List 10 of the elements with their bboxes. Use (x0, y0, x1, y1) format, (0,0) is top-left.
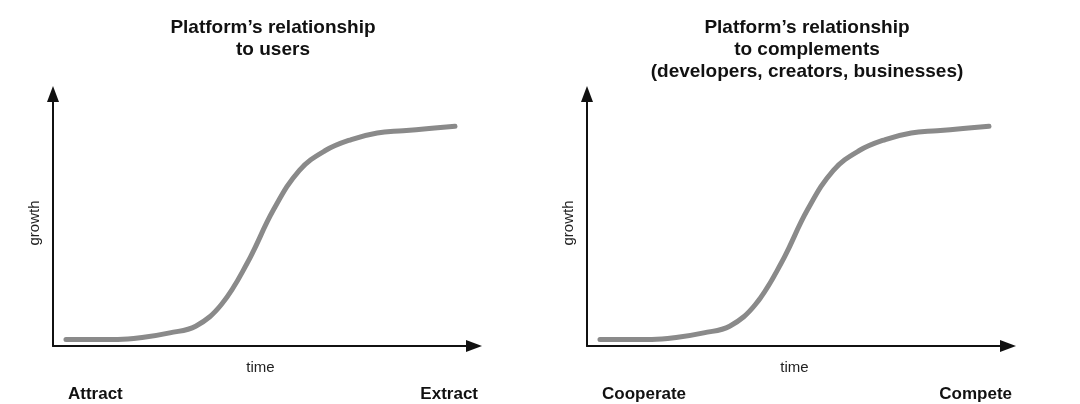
text: Extract (420, 384, 479, 403)
x-axis-title: time (780, 357, 809, 375)
y-axis-title: growth (25, 200, 42, 246)
y-axis-title: growth (559, 200, 576, 246)
text: Attract (68, 384, 124, 403)
text: Cooperate (602, 384, 687, 403)
chart-title: Platform’s relationship to complements (developers, creators, businesses) (650, 15, 964, 81)
x-axis-title: time (246, 357, 275, 375)
chart-title: Platform’s relationship to users (170, 15, 376, 59)
text: Compete (939, 384, 1012, 403)
